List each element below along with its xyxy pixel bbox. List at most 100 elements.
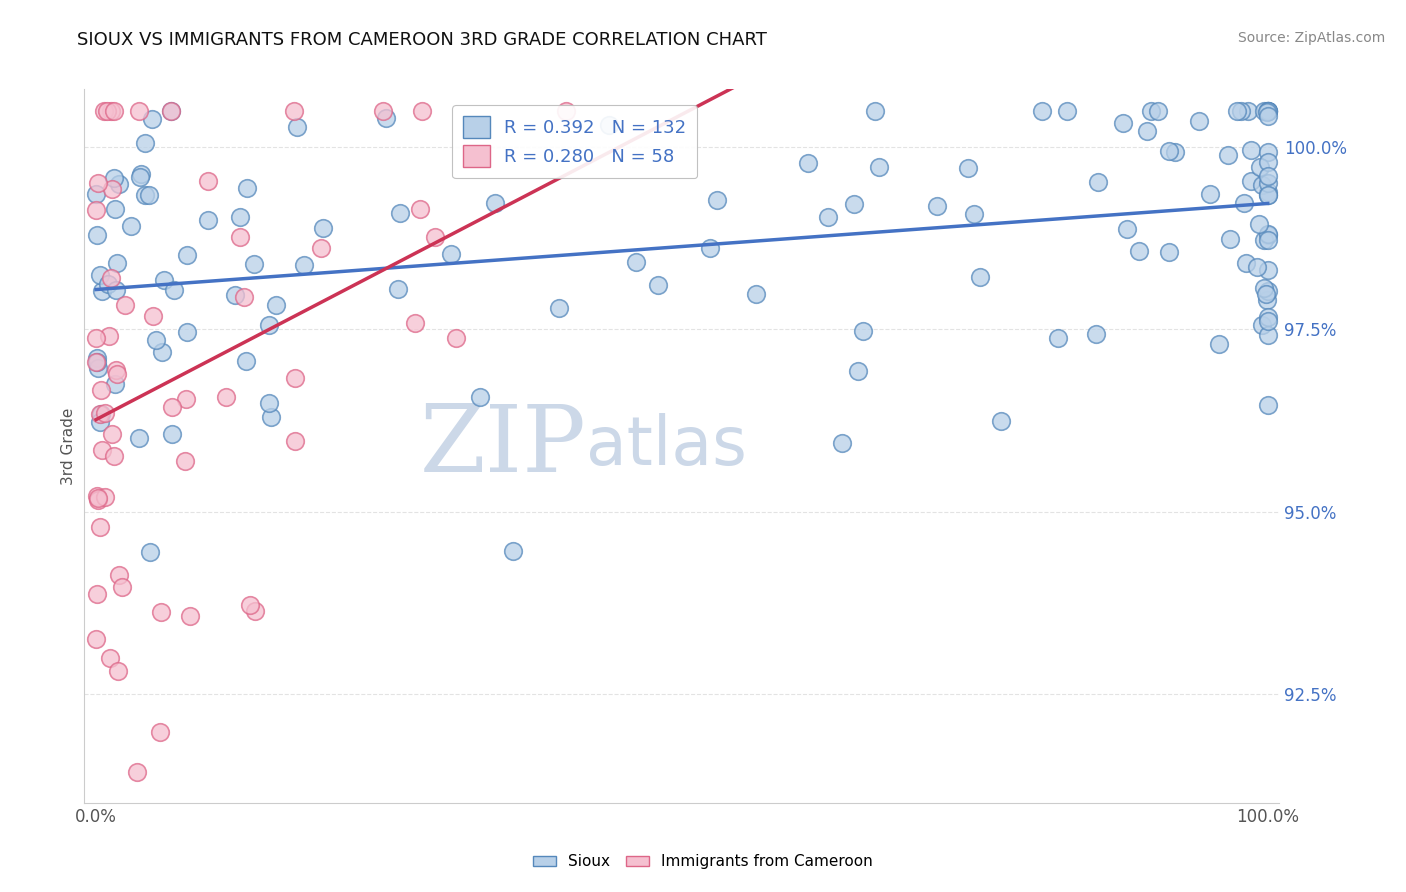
- Point: [103, 103, 125, 118]
- Point: [1237, 103, 1260, 118]
- Point: [104, 363, 127, 377]
- Point: [86, 587, 108, 601]
- Point: [86, 355, 108, 369]
- Point: [149, 605, 172, 619]
- Point: [1128, 244, 1150, 258]
- Point: [1257, 284, 1279, 298]
- Point: [1234, 256, 1257, 270]
- Point: [84, 632, 107, 646]
- Point: [1256, 103, 1278, 118]
- Point: [1249, 217, 1271, 231]
- Point: [87, 176, 110, 190]
- Point: [176, 325, 198, 339]
- Point: [236, 181, 259, 195]
- Point: [1240, 174, 1263, 188]
- Point: [1157, 245, 1180, 260]
- Point: [1084, 327, 1107, 342]
- Point: [1188, 113, 1211, 128]
- Point: [309, 241, 332, 255]
- Point: [1250, 178, 1272, 192]
- Point: [312, 220, 335, 235]
- Point: [96, 103, 118, 118]
- Point: [1257, 185, 1279, 199]
- Point: [1246, 260, 1268, 274]
- Point: [87, 491, 110, 505]
- Point: [1257, 103, 1279, 118]
- Point: [93, 103, 115, 118]
- Point: [925, 199, 948, 213]
- Point: [484, 195, 506, 210]
- Point: [105, 256, 128, 270]
- Point: [440, 247, 463, 261]
- Point: [1254, 287, 1277, 301]
- Point: [817, 210, 839, 224]
- Point: [1219, 232, 1241, 246]
- Point: [153, 273, 176, 287]
- Text: SIOUX VS IMMIGRANTS FROM CAMEROON 3RD GRADE CORRELATION CHART: SIOUX VS IMMIGRANTS FROM CAMEROON 3RD GR…: [77, 31, 768, 49]
- Point: [229, 230, 252, 244]
- Point: [105, 284, 128, 298]
- Legend: Sioux, Immigrants from Cameroon: Sioux, Immigrants from Cameroon: [527, 848, 879, 875]
- Point: [699, 242, 721, 256]
- Point: [107, 664, 129, 678]
- Point: [1047, 331, 1070, 345]
- Point: [86, 228, 108, 243]
- Point: [1146, 103, 1168, 118]
- Point: [120, 219, 142, 234]
- Point: [128, 431, 150, 445]
- Point: [1253, 234, 1275, 248]
- Point: [1251, 318, 1274, 333]
- Point: [990, 414, 1012, 428]
- Point: [1257, 227, 1279, 241]
- Point: [1031, 103, 1053, 118]
- Point: [235, 354, 257, 368]
- Point: [1157, 144, 1180, 158]
- Point: [224, 288, 246, 302]
- Point: [846, 363, 869, 377]
- Point: [969, 269, 991, 284]
- Point: [257, 395, 280, 409]
- Point: [174, 454, 197, 468]
- Point: [1056, 103, 1078, 118]
- Point: [844, 197, 866, 211]
- Point: [108, 567, 131, 582]
- Point: [149, 725, 172, 739]
- Point: [100, 271, 122, 285]
- Point: [284, 371, 307, 385]
- Point: [89, 520, 111, 534]
- Point: [1257, 314, 1279, 328]
- Point: [283, 103, 305, 118]
- Point: [89, 416, 111, 430]
- Point: [94, 490, 117, 504]
- Point: [243, 257, 266, 271]
- Text: ZIP: ZIP: [419, 401, 586, 491]
- Point: [98, 328, 121, 343]
- Point: [647, 278, 669, 293]
- Point: [87, 492, 110, 507]
- Point: [598, 118, 620, 132]
- Point: [547, 301, 569, 316]
- Point: [1216, 148, 1239, 162]
- Point: [233, 290, 256, 304]
- Point: [1230, 103, 1253, 118]
- Point: [1249, 160, 1271, 174]
- Point: [444, 331, 467, 345]
- Point: [160, 103, 183, 118]
- Point: [1257, 145, 1279, 160]
- Point: [1164, 145, 1187, 160]
- Point: [1256, 293, 1278, 307]
- Point: [1087, 175, 1109, 189]
- Point: [1257, 187, 1279, 202]
- Point: [1257, 327, 1279, 342]
- Point: [90, 407, 112, 421]
- Point: [257, 318, 280, 333]
- Point: [260, 410, 283, 425]
- Point: [1208, 336, 1230, 351]
- Point: [138, 188, 160, 202]
- Point: [129, 170, 152, 185]
- Point: [90, 443, 112, 458]
- Point: [104, 202, 127, 216]
- Point: [84, 203, 107, 218]
- Point: [86, 351, 108, 365]
- Point: [100, 651, 122, 665]
